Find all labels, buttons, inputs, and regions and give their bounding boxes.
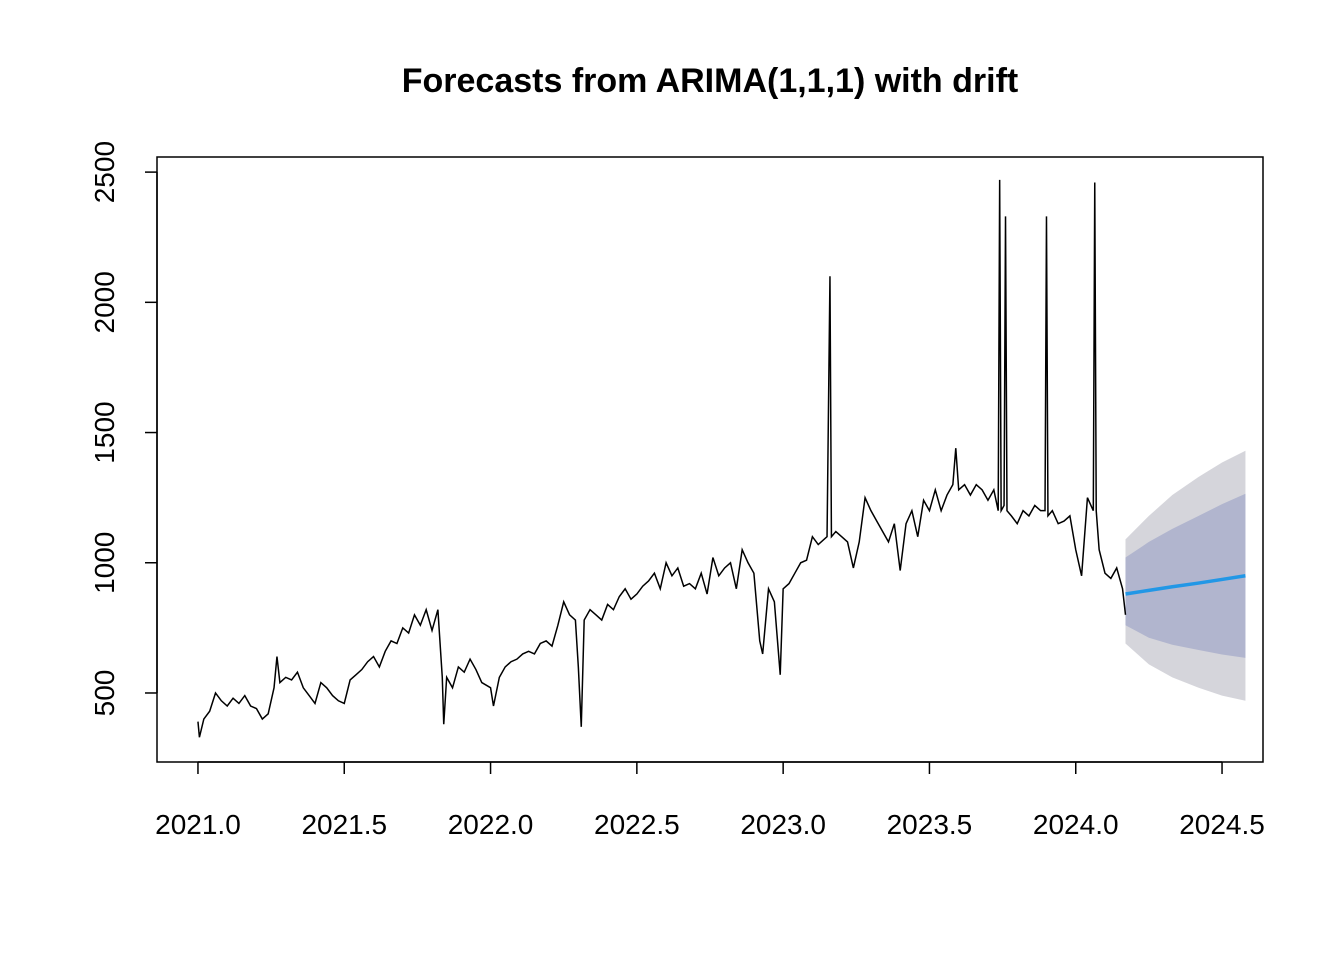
y-tick-label: 2000: [89, 271, 120, 333]
series-line: [197, 179, 1127, 738]
forecast-mean: [1125, 574, 1246, 596]
x-tick-label: 2021.5: [301, 809, 387, 840]
x-tick-label: 2022.0: [448, 809, 534, 840]
x-tick-label: 2022.5: [594, 809, 680, 840]
band-80: [1125, 493, 1246, 658]
x-tick-label: 2021.0: [155, 809, 241, 840]
x-tick-label: 2024.0: [1033, 809, 1119, 840]
y-tick-label: 2500: [89, 141, 120, 203]
y-tick-label: 1000: [89, 532, 120, 594]
x-tick-label: 2024.5: [1179, 809, 1265, 840]
chart-title: Forecasts from ARIMA(1,1,1) with drift: [402, 62, 1018, 100]
x-tick-label: 2023.0: [740, 809, 826, 840]
plot-box: [156, 156, 1264, 763]
y-tick-label: 1500: [89, 401, 120, 463]
y-tick-label: 500: [89, 670, 120, 717]
x-tick-label: 2023.5: [887, 809, 973, 840]
